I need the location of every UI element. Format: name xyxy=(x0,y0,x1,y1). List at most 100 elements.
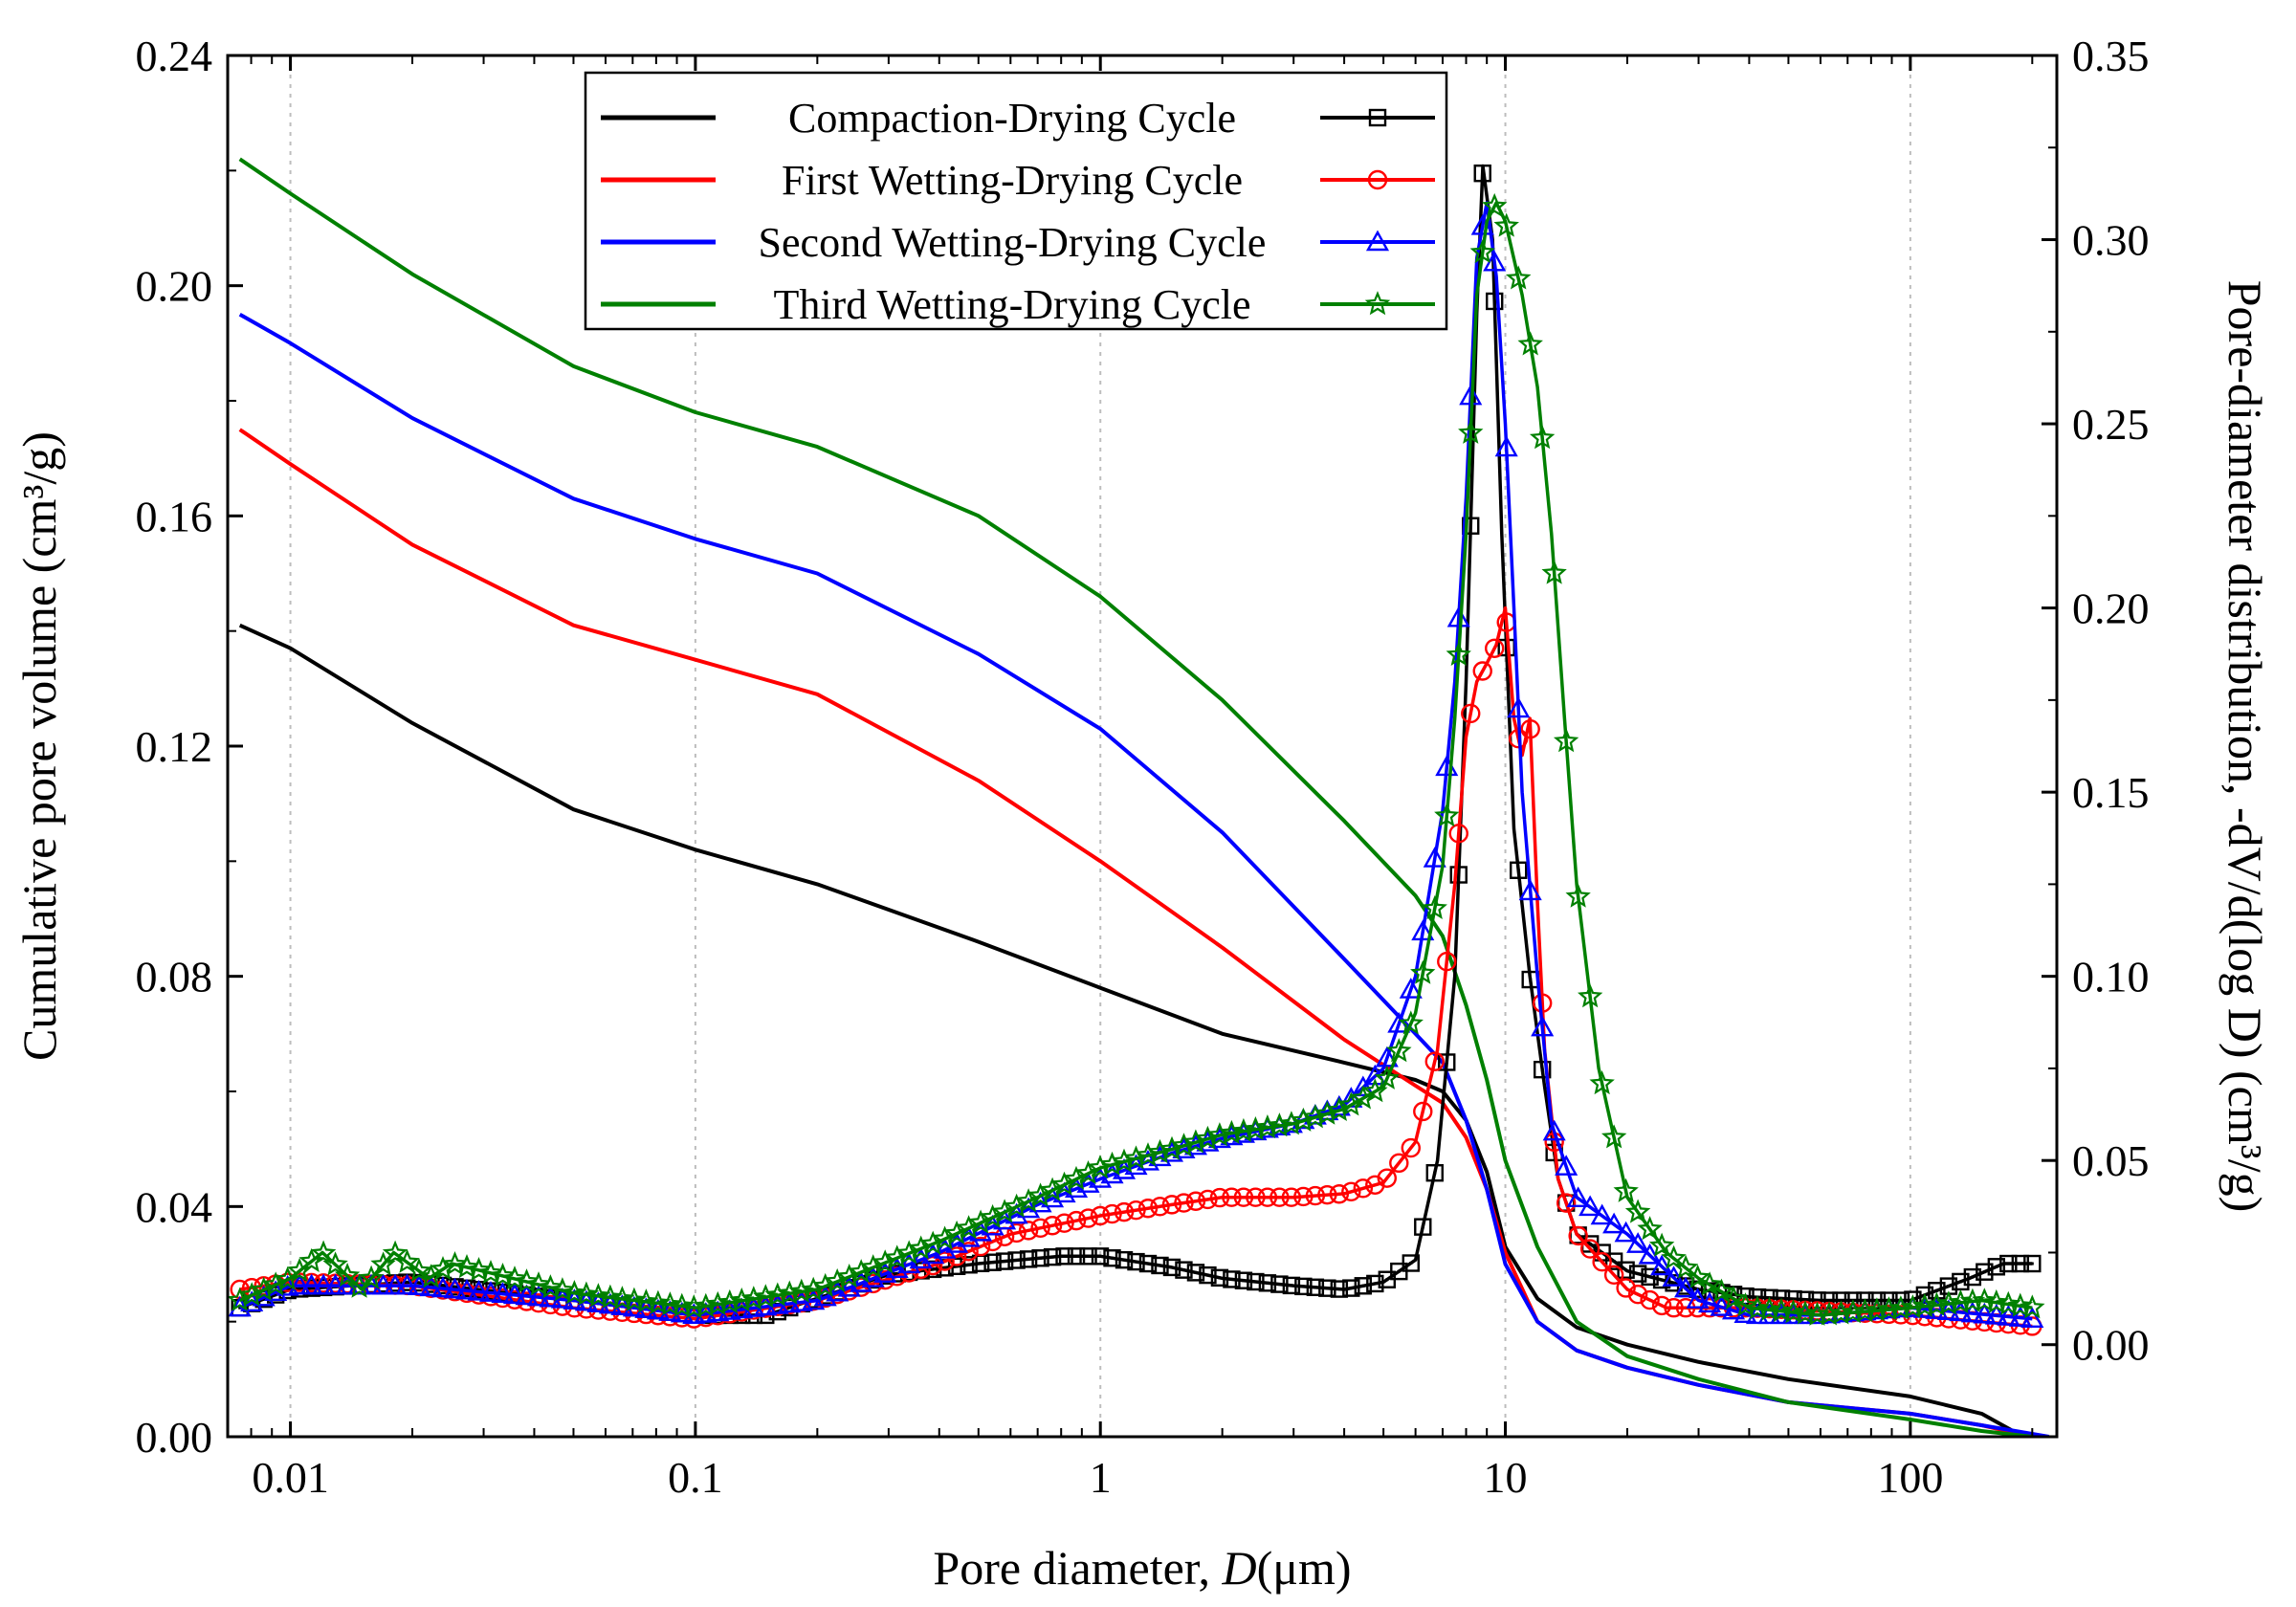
data-marker-star xyxy=(1111,1148,1137,1173)
data-marker-star xyxy=(1410,959,1436,984)
data-marker-star xyxy=(1709,1278,1734,1303)
data-marker-triangle xyxy=(1542,1119,1566,1141)
data-marker-square xyxy=(1628,1265,1647,1283)
data-marker-square xyxy=(1486,292,1504,311)
legend-marker-square-dot xyxy=(1376,116,1380,120)
data-marker-circle xyxy=(469,1285,489,1305)
data-marker-triangle xyxy=(1494,435,1518,457)
data-marker-square-dot xyxy=(1015,1258,1019,1262)
data-marker-circle xyxy=(1257,1187,1278,1207)
data-marker-star xyxy=(1159,1135,1185,1160)
data-marker-square xyxy=(1438,1053,1456,1071)
data-marker-square xyxy=(1617,1261,1635,1279)
data-marker-star xyxy=(322,1251,348,1276)
legend-label: Compaction-Drying Cycle xyxy=(788,95,1236,142)
data-marker-star xyxy=(1422,894,1447,920)
data-marker-star xyxy=(334,1263,361,1288)
data-marker-square xyxy=(1533,1060,1552,1079)
data-marker-square-dot xyxy=(453,1285,457,1288)
data-marker-triangle xyxy=(419,1275,443,1297)
data-marker-square-dot xyxy=(1445,1060,1448,1064)
data-marker-triangle xyxy=(2020,1307,2044,1328)
data-marker-triangle xyxy=(515,1284,539,1306)
data-marker-square-dot xyxy=(1229,1277,1233,1281)
data-marker-triangle xyxy=(1423,847,1446,868)
data-marker-square-dot xyxy=(1995,1265,1998,1268)
data-marker-square xyxy=(1162,1258,1181,1277)
distribution-curves xyxy=(228,164,2045,1336)
data-marker-triangle xyxy=(1721,1298,1746,1320)
data-marker-square-dot xyxy=(1314,1286,1317,1289)
data-marker-triangle xyxy=(1710,1295,1733,1316)
data-marker-star xyxy=(287,1257,313,1282)
data-marker-circle xyxy=(1305,1185,1326,1206)
data-marker-star xyxy=(777,1280,803,1305)
data-marker-circle xyxy=(1293,1186,1314,1207)
data-marker-star xyxy=(1589,1070,1615,1095)
data-marker-star xyxy=(1243,1116,1269,1141)
data-marker-square xyxy=(1963,1267,1982,1287)
data-marker-star xyxy=(669,1292,695,1317)
data-marker-square-dot xyxy=(1624,1268,1628,1272)
data-marker-square xyxy=(947,1257,966,1276)
data-marker-square-dot xyxy=(274,1293,277,1297)
legend-marker-star xyxy=(1364,291,1391,316)
data-marker-circle xyxy=(1472,661,1492,681)
data-marker-star xyxy=(1911,1292,1938,1317)
data-marker-star xyxy=(1123,1145,1149,1170)
data-marker-star xyxy=(1900,1294,1926,1319)
data-marker-star xyxy=(1624,1199,1651,1223)
data-marker-square-dot xyxy=(1290,1284,1293,1288)
data-marker-square-dot xyxy=(1660,1278,1664,1282)
data-marker-square xyxy=(1210,1268,1229,1288)
y-axis-left-title: Cumulative pore volume (cm³/g) xyxy=(12,431,66,1061)
data-marker-star xyxy=(1171,1133,1197,1157)
data-marker-square xyxy=(1987,1258,2006,1276)
data-marker-square xyxy=(1306,1278,1325,1296)
data-marker-square-dot xyxy=(1373,1282,1377,1286)
data-marker-triangle xyxy=(1578,1195,1602,1217)
data-marker-triangle xyxy=(1531,1015,1555,1037)
data-marker-square xyxy=(1843,1291,1863,1310)
data-marker-square-dot xyxy=(991,1261,995,1265)
data-marker-star xyxy=(657,1291,683,1316)
data-marker-square-dot xyxy=(1958,1280,1962,1284)
data-marker-triangle xyxy=(1555,1155,1578,1176)
data-marker-square-dot xyxy=(1266,1281,1269,1285)
data-marker-circle xyxy=(922,1255,943,1276)
data-marker-star xyxy=(1206,1122,1233,1147)
data-marker-circle xyxy=(1174,1193,1194,1213)
data-marker-circle xyxy=(1592,1252,1612,1272)
data-marker-square-dot xyxy=(477,1288,481,1291)
data-marker-triangle xyxy=(288,1273,312,1295)
data-marker-triangle xyxy=(312,1273,336,1295)
data-marker-square xyxy=(1103,1249,1121,1267)
data-marker-square xyxy=(1402,1254,1420,1272)
data-marker-square xyxy=(1007,1251,1026,1269)
data-marker-square-dot xyxy=(1636,1272,1640,1276)
data-marker-star xyxy=(585,1283,611,1308)
data-marker-star xyxy=(549,1277,576,1302)
x-tick-label: 100 xyxy=(1877,1453,1943,1502)
data-marker-star xyxy=(1135,1142,1161,1167)
data-marker-square-dot xyxy=(2030,1262,2034,1266)
data-marker-circle xyxy=(1377,1168,1398,1188)
y-right-tick-label: 0.10 xyxy=(2072,953,2150,1002)
data-marker-square xyxy=(1318,1279,1336,1297)
data-marker-square-dot xyxy=(2006,1262,2010,1266)
data-marker-star xyxy=(1267,1112,1292,1137)
data-marker-square-dot xyxy=(1505,646,1509,649)
data-marker-star xyxy=(1099,1151,1125,1176)
data-marker-square-dot xyxy=(1158,1264,1161,1267)
data-marker-circle xyxy=(1616,1278,1636,1298)
data-marker-star xyxy=(1637,1216,1663,1241)
data-marker-star xyxy=(693,1292,719,1317)
legend-box xyxy=(584,71,1448,331)
y-right-tick-label: 0.35 xyxy=(2072,32,2150,80)
data-marker-triangle xyxy=(1351,1075,1375,1097)
data-marker-star xyxy=(1291,1107,1316,1132)
data-marker-star xyxy=(705,1290,731,1315)
data-marker-star xyxy=(1147,1138,1173,1164)
data-marker-square-dot xyxy=(955,1265,959,1268)
